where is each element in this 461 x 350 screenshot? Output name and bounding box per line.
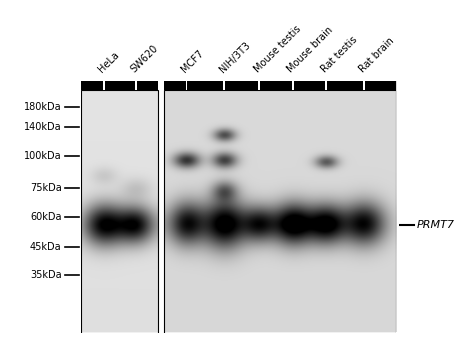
Bar [363,80,365,90]
Bar [325,80,327,90]
Text: HeLa: HeLa [97,50,121,74]
Text: Mouse testis: Mouse testis [252,24,303,74]
Text: Rat testis: Rat testis [319,35,359,74]
Text: 140kDa: 140kDa [24,122,62,132]
Bar [292,80,294,90]
Bar [103,80,105,90]
Bar [81,80,158,90]
Text: 180kDa: 180kDa [24,102,62,112]
Text: 75kDa: 75kDa [30,183,62,193]
Text: 60kDa: 60kDa [30,212,62,222]
Text: SW620: SW620 [129,43,160,74]
Text: PRMT7: PRMT7 [417,220,455,230]
Text: Rat brain: Rat brain [357,36,396,74]
Bar [165,80,396,90]
Text: 35kDa: 35kDa [30,270,62,280]
Text: MCF7: MCF7 [179,48,206,74]
Bar [158,80,165,332]
Bar [258,80,260,90]
Bar [135,80,137,90]
Text: 100kDa: 100kDa [24,151,62,161]
Text: 45kDa: 45kDa [30,242,62,252]
Text: Mouse brain: Mouse brain [286,25,336,74]
Bar [185,80,188,90]
Text: NIH/3T3: NIH/3T3 [217,40,252,74]
Bar [224,80,225,90]
Bar [165,90,396,332]
Bar [81,90,158,332]
